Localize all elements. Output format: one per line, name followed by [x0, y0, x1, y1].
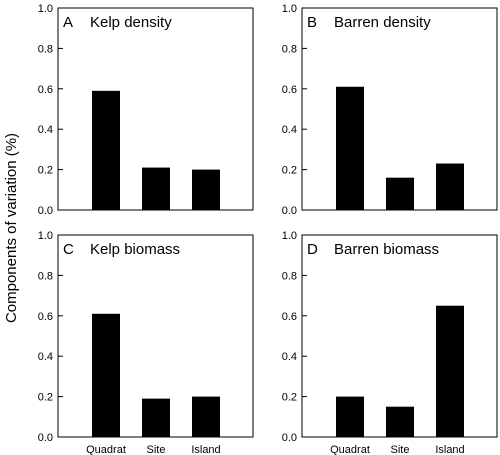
panel-letter: D	[307, 241, 318, 258]
y-tick-label: 0.4	[282, 351, 297, 363]
y-tick-label: 1.0	[38, 230, 53, 242]
y-tick-label: 0.4	[38, 124, 53, 136]
y-axis-label: Components of variation (%)	[3, 133, 20, 323]
y-tick-label: 0.0	[38, 205, 53, 217]
bar-island	[436, 163, 464, 210]
y-tick-label: 0.6	[38, 311, 53, 323]
y-tick-label: 0.8	[282, 43, 297, 55]
bar-island	[192, 169, 220, 210]
panel-title: Barren density	[334, 14, 431, 31]
y-tick-label: 0.2	[38, 392, 53, 404]
x-category-label: Site	[391, 444, 410, 455]
y-tick-label: 1.0	[282, 230, 297, 242]
y-tick-label: 0.0	[38, 432, 53, 444]
bar-site	[142, 398, 170, 437]
panel-d: 0.0 0.2 0.4 0.6 0.8 1.0 Quadrat Site Island D Barr…	[282, 230, 498, 455]
y-tick-label: 0.8	[38, 270, 53, 282]
y-tick-label: 0.8	[282, 270, 297, 282]
x-category-label: Island	[191, 444, 220, 455]
x-category-label: Quadrat	[330, 444, 370, 455]
y-tick-label: 1.0	[282, 3, 297, 15]
panel-title: Kelp density	[90, 14, 172, 31]
bar-quadrat	[336, 86, 364, 210]
panel-letter: B	[307, 14, 317, 31]
panel-c: 0.0 0.2 0.4 0.6 0.8 1.0 Quadrat Site Island C Kelp…	[38, 230, 254, 455]
y-tick-label: 0.6	[38, 84, 53, 96]
x-category-label: Island	[435, 444, 464, 455]
y-tick-label: 0.0	[282, 205, 297, 217]
y-tick-label: 0.2	[38, 165, 53, 177]
bar-quadrat	[92, 90, 120, 210]
panel-letter: C	[63, 241, 74, 258]
panel-title: Kelp biomass	[90, 241, 180, 258]
bar-quadrat	[336, 396, 364, 437]
y-tick-label: 0.6	[282, 311, 297, 323]
y-tick-label: 0.4	[38, 351, 53, 363]
bar-site	[142, 167, 170, 210]
y-tick-label: 0.2	[282, 165, 297, 177]
panel-letter: A	[63, 14, 73, 31]
y-tick-label: 0.6	[282, 84, 297, 96]
y-tick-label: 0.4	[282, 124, 297, 136]
y-tick-label: 0.8	[38, 43, 53, 55]
y-tick-label: 0.2	[282, 392, 297, 404]
x-category-label: Quadrat	[86, 444, 126, 455]
x-category-label: Site	[147, 444, 166, 455]
panel-b: 0.0 0.2 0.4 0.6 0.8 1.0 B Barren density	[282, 3, 498, 217]
y-tick-label: 1.0	[38, 3, 53, 15]
bar-site	[386, 406, 414, 437]
y-tick-label: 0.0	[282, 432, 297, 444]
panel-a: 0.0 0.2 0.4 0.6 0.8 1.0 A Kelp density	[38, 3, 254, 217]
bar-site	[386, 177, 414, 210]
bar-island	[192, 396, 220, 437]
panel-title: Barren biomass	[334, 241, 439, 258]
bar-island	[436, 305, 464, 437]
bar-quadrat	[92, 313, 120, 437]
